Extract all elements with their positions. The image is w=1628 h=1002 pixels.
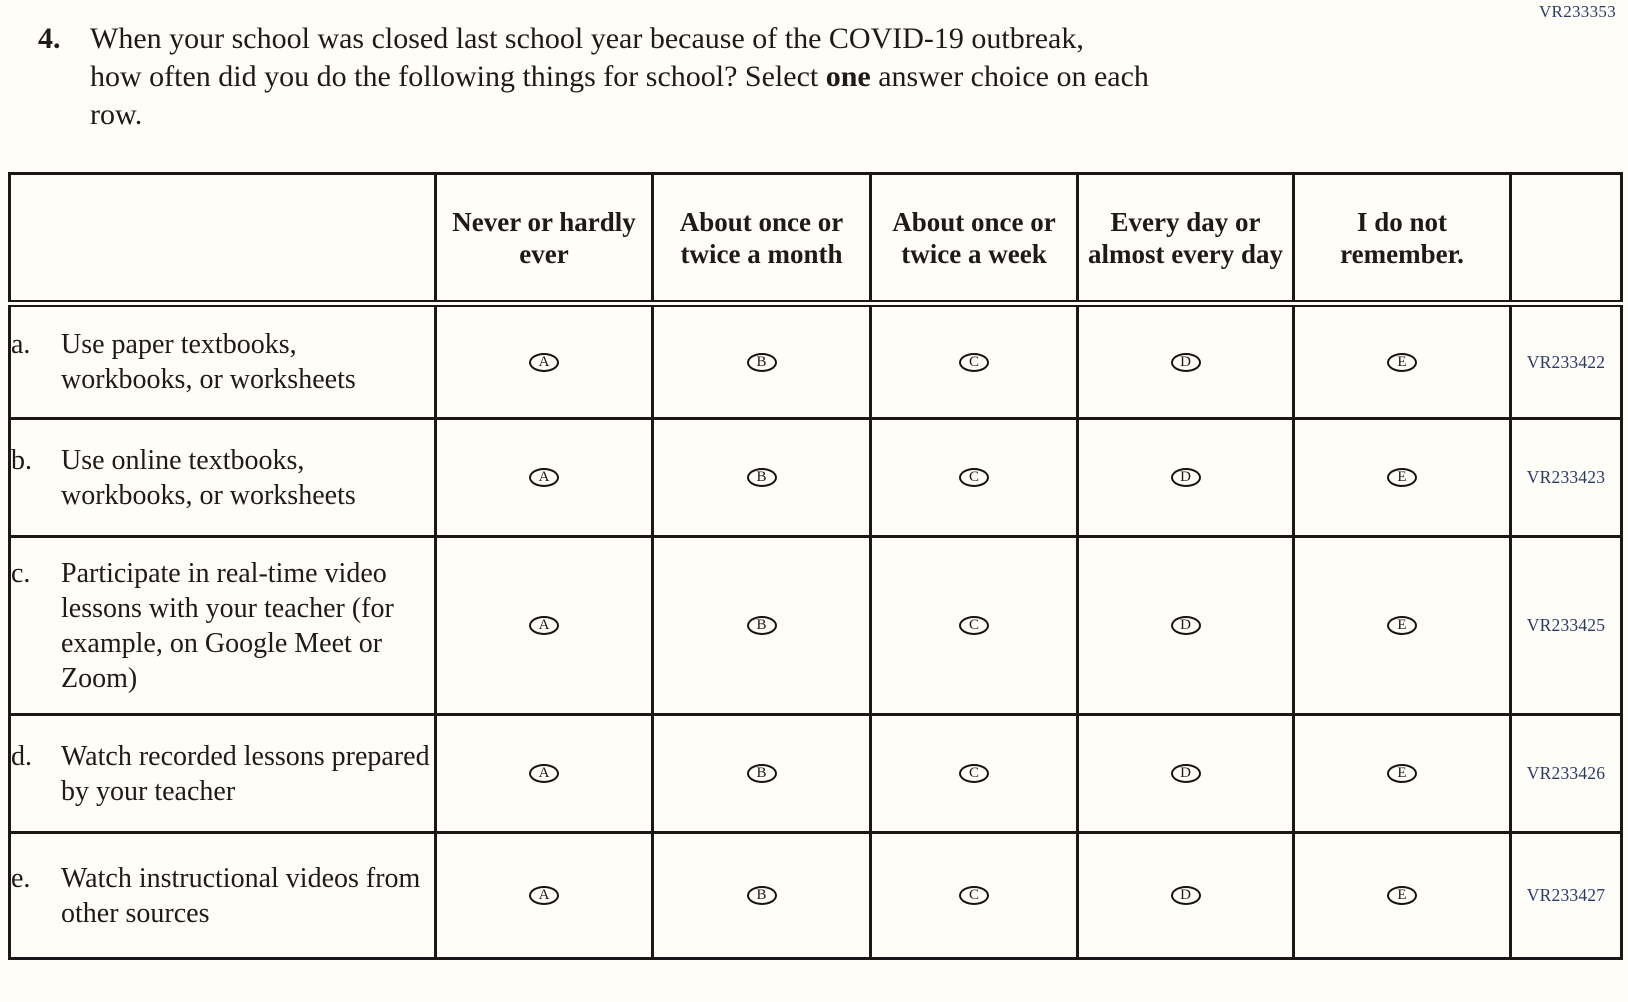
row-b-cell-week: C [869, 417, 1079, 538]
row-a-code: VR233422 [1509, 302, 1623, 420]
row-c-label-cell: c. Participate in real-time video lesson… [8, 535, 437, 716]
bubble-e[interactable]: E [1387, 886, 1417, 905]
row-e-cell-never: A [434, 831, 654, 960]
bubble-c[interactable]: C [959, 468, 989, 487]
bubble-e[interactable]: E [1387, 764, 1417, 783]
bubble-b[interactable]: B [746, 886, 777, 905]
row-a-text: Use paper textbooks, workbooks, or works… [61, 329, 356, 395]
bubble-c[interactable]: C [959, 886, 989, 905]
header-once-twice-week: About once or twice a week [869, 172, 1079, 307]
row-b-cell-everyday: D [1076, 417, 1295, 538]
table-row-e: e. Watch instructional videos from other… [8, 831, 1623, 960]
header-once-twice-month: About once or twice a month [651, 172, 872, 307]
row-e-cell-week: C [869, 831, 1079, 960]
question-line-1: When your school was closed last school … [90, 22, 1084, 55]
table-row-a: a. Use paper textbooks, workbooks, or wo… [8, 302, 1623, 420]
row-d-label-cell: d. Watch recorded lessons prepared by yo… [8, 713, 437, 834]
row-d-cell-everyday: D [1076, 713, 1295, 834]
row-c-cell-week: C [869, 535, 1079, 716]
bubble-a[interactable]: A [529, 886, 559, 905]
row-a-cell-never: A [434, 302, 654, 420]
bubble-c[interactable]: C [959, 616, 989, 635]
bubble-c[interactable]: C [959, 352, 989, 372]
row-a-cell-everyday: D [1076, 302, 1295, 420]
bubble-c[interactable]: C [959, 764, 989, 783]
question-line-2-bold: one [825, 60, 871, 93]
question-line-2-post: answer choice on each [870, 60, 1149, 93]
bubble-b[interactable]: B [746, 352, 777, 372]
row-a-cell-noremember: E [1292, 302, 1512, 420]
row-c-code: VR233425 [1509, 535, 1623, 716]
header-empty-label [8, 172, 437, 307]
row-c-text: Participate in real-time video lessons w… [61, 557, 394, 694]
row-b-letter: b. [11, 444, 32, 476]
question-text: When your school was closed last school … [90, 20, 1368, 134]
question-line-3: row. [90, 98, 143, 131]
bubble-d[interactable]: D [1170, 886, 1201, 905]
row-d-cell-month: B [651, 713, 872, 834]
row-b-cell-noremember: E [1292, 417, 1512, 538]
header-row: Never or hardly ever About once or twice… [8, 172, 1623, 307]
row-b-code: VR233423 [1509, 417, 1623, 538]
bubble-e[interactable]: E [1387, 468, 1417, 487]
bubble-e[interactable]: E [1387, 352, 1417, 372]
bubble-b[interactable]: B [746, 764, 777, 783]
question-number: 4. [38, 22, 61, 55]
row-d-letter: d. [11, 740, 32, 772]
row-e-letter: e. [11, 862, 31, 894]
bubble-d[interactable]: D [1170, 616, 1201, 635]
header-never: Never or hardly ever [434, 172, 654, 307]
row-e-label-cell: e. Watch instructional videos from other… [8, 831, 437, 960]
row-d-text: Watch recorded lessons prepared by your … [61, 740, 430, 807]
row-a-cell-month: B [651, 302, 872, 420]
row-a-letter: a. [11, 329, 31, 360]
bubble-d[interactable]: D [1170, 764, 1201, 783]
bubble-a[interactable]: A [529, 616, 559, 635]
bubble-a[interactable]: A [529, 468, 559, 487]
question-line-2-pre: how often did you do the following thing… [90, 60, 826, 93]
row-b-cell-never: A [434, 417, 654, 538]
header-empty-code [1509, 172, 1623, 307]
row-e-code: VR233427 [1509, 831, 1623, 960]
row-c-cell-noremember: E [1292, 535, 1512, 716]
form-code: VR233353 [1538, 2, 1616, 21]
table-row-b: b. Use online textbooks, workbooks, or w… [8, 417, 1623, 538]
row-c-letter: c. [11, 557, 31, 589]
row-b-cell-month: B [651, 417, 872, 538]
row-c-cell-everyday: D [1076, 535, 1295, 716]
bubble-b[interactable]: B [746, 468, 777, 487]
row-d-code: VR233426 [1509, 713, 1623, 834]
bubble-b[interactable]: B [746, 616, 777, 635]
table-row-d: d. Watch recorded lessons prepared by yo… [8, 713, 1623, 834]
bubble-a[interactable]: A [529, 764, 559, 783]
header-do-not-remember: I do not remember. [1292, 172, 1512, 307]
row-c-cell-never: A [434, 535, 654, 716]
row-d-cell-never: A [434, 713, 654, 834]
row-b-label-cell: b. Use online textbooks, workbooks, or w… [8, 417, 437, 538]
bubble-d[interactable]: D [1170, 468, 1201, 487]
row-d-cell-week: C [869, 713, 1079, 834]
row-b-text: Use online textbooks, workbooks, or work… [61, 444, 356, 511]
row-d-cell-noremember: E [1292, 713, 1512, 834]
bubble-a[interactable]: A [529, 352, 559, 372]
answer-matrix-table: Never or hardly ever About once or twice… [8, 172, 1623, 960]
header-every-day: Every day or almost every day [1076, 172, 1295, 307]
row-a-cell-week: C [869, 302, 1079, 420]
row-e-cell-noremember: E [1292, 831, 1512, 960]
question-line-2: how often did you do the following thing… [90, 58, 1368, 96]
bubble-d[interactable]: D [1170, 352, 1201, 372]
row-a-label-cell: a. Use paper textbooks, workbooks, or wo… [8, 302, 437, 420]
question-block: 4. When your school was closed last scho… [38, 20, 1368, 134]
table-row-c: c. Participate in real-time video lesson… [8, 535, 1623, 716]
row-e-cell-everyday: D [1076, 831, 1295, 960]
bubble-e[interactable]: E [1387, 616, 1417, 635]
row-e-cell-month: B [651, 831, 872, 960]
row-c-cell-month: B [651, 535, 872, 716]
row-e-text: Watch instructional videos from other so… [61, 862, 421, 929]
